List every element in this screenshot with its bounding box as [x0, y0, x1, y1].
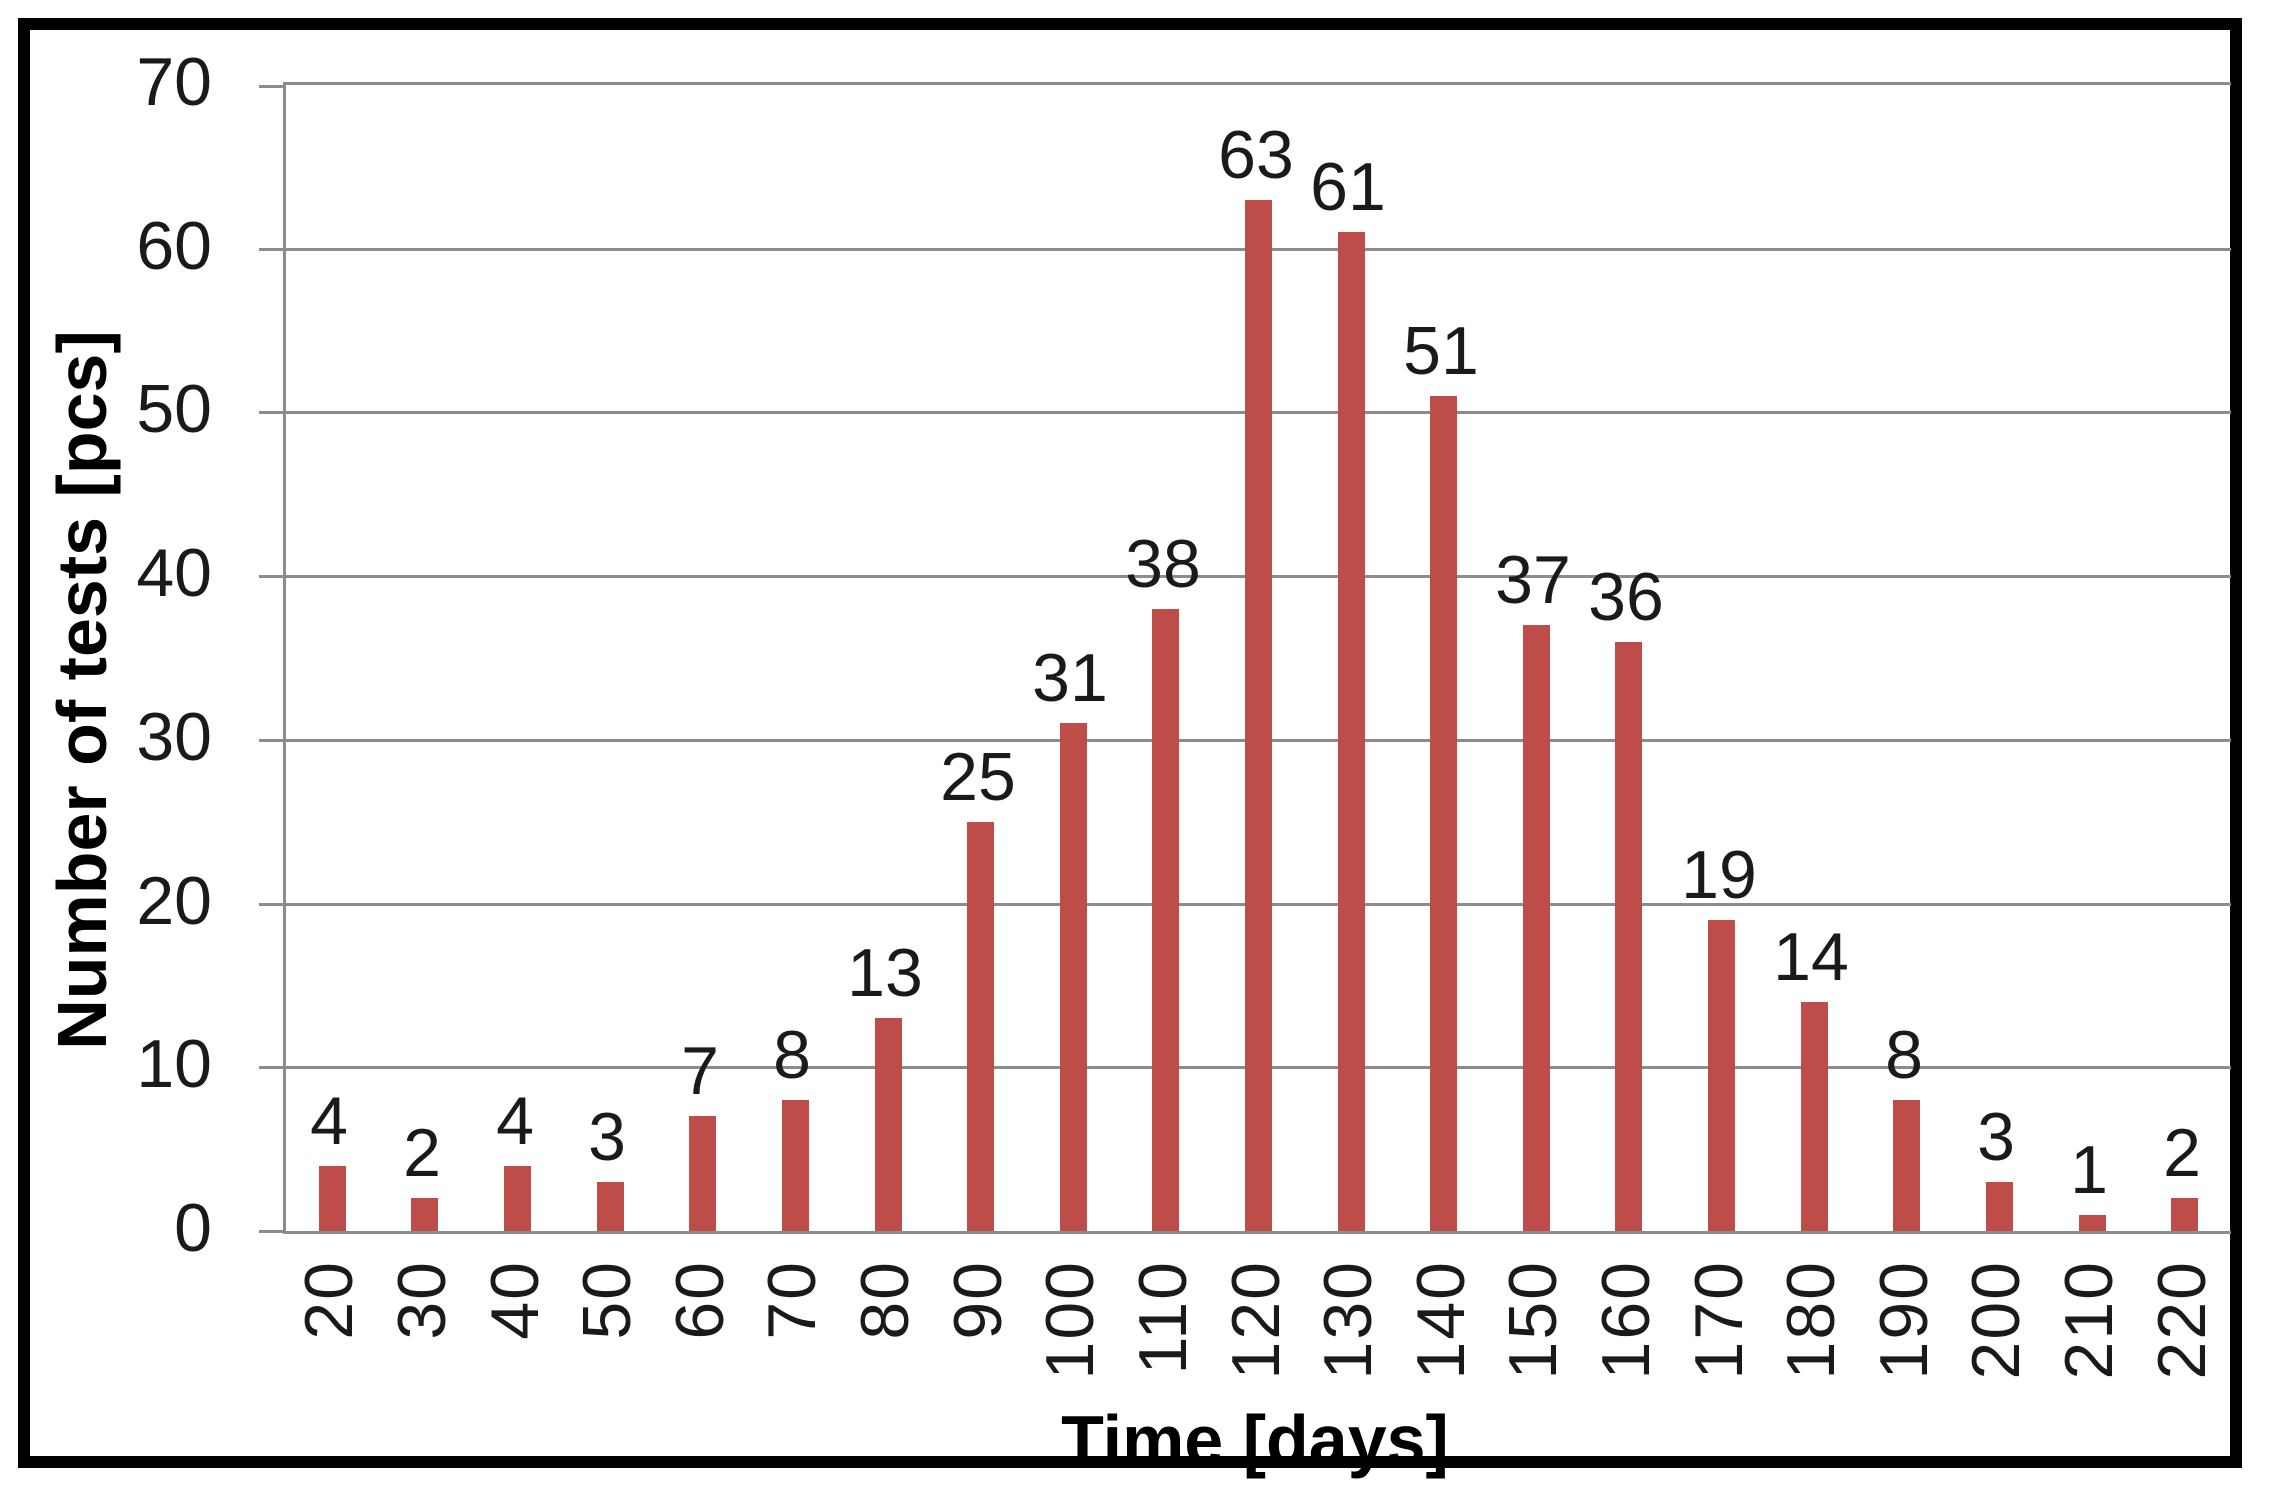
bar: [1801, 1002, 1828, 1231]
bar: [1523, 625, 1550, 1231]
bar: [689, 1116, 716, 1231]
y-tick-mark: [259, 247, 286, 251]
y-tick-mark: [259, 1230, 286, 1233]
plot-area: [259, 82, 2231, 1234]
bar: [1152, 609, 1179, 1231]
y-tick-mark: [259, 902, 286, 906]
y-tick-mark: [259, 1066, 286, 1070]
bar: [319, 1166, 346, 1231]
bar: [782, 1100, 809, 1231]
bar: [597, 1182, 624, 1231]
chart-outer-border: [18, 18, 2242, 1468]
bar: [411, 1198, 438, 1231]
bar: [1708, 920, 1735, 1231]
bar: [967, 822, 994, 1231]
y-tick-mark: [259, 738, 286, 742]
bar: [1338, 232, 1365, 1231]
y-tick-mark: [259, 411, 286, 415]
bar: [1615, 642, 1642, 1231]
bar: [2171, 1198, 2198, 1231]
bar: [1893, 1100, 1920, 1231]
bar: [875, 1018, 902, 1231]
bar: [1060, 723, 1087, 1231]
bar: [2079, 1215, 2106, 1231]
y-tick-mark: [259, 85, 286, 88]
bar: [504, 1166, 531, 1231]
bar: [1430, 396, 1457, 1231]
bar: [1245, 200, 1272, 1231]
y-tick-mark: [259, 575, 286, 579]
bar: [1986, 1182, 2013, 1231]
